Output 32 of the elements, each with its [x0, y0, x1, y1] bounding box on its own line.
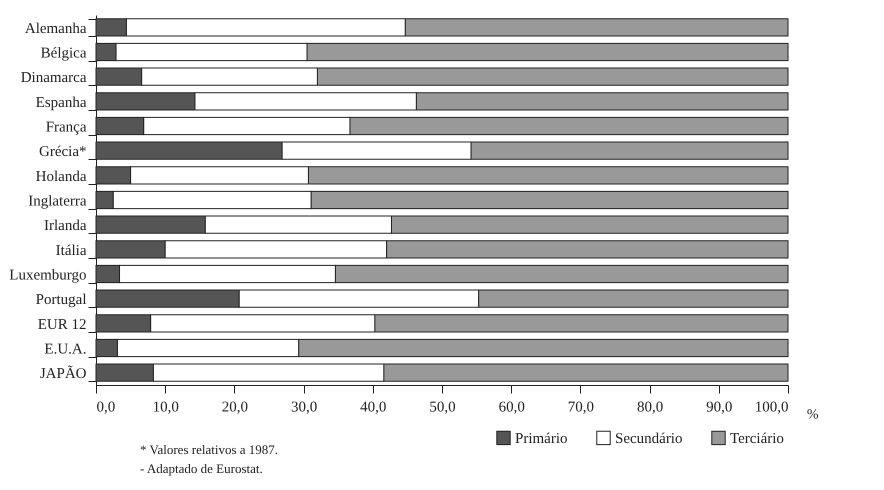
y-tick-label: França [46, 120, 87, 136]
x-tick-label: 80,0 [636, 400, 664, 416]
text: - Adaptado de Eurostat. [140, 460, 264, 478]
x-tick-label: 40,0 [360, 400, 386, 416]
x-tick-label: 50,0 [429, 400, 456, 416]
legend-label: Terciário [730, 430, 784, 447]
x-axis-title: % [806, 408, 819, 422]
y-tick-label: Irlanda [44, 218, 87, 234]
y-tick-label: E.U.A. [44, 342, 86, 358]
y-tick-label: Espanha [36, 94, 87, 111]
x-tick-label: 0,0 [96, 400, 116, 416]
x-tick-label: 20,0 [222, 400, 248, 416]
y-tick-label: Alemanha [24, 20, 87, 37]
y-tick-label: Itália [56, 242, 87, 259]
text: * Valores relativos a 1987. [140, 441, 278, 459]
y-tick-label: Inglaterra [28, 194, 87, 210]
y-tick-label: Dinamarca [20, 70, 87, 86]
y-tick-label: EUR 12 [38, 316, 86, 333]
x-tick-label: 70,0 [568, 400, 594, 416]
x-tick-label: 30,0 [290, 400, 318, 416]
x-tick-label: 10,0 [152, 400, 179, 416]
y-tick-label: Bélgica [40, 46, 87, 62]
y-tick-label: Grécia* [39, 144, 86, 160]
x-tick-label: 90,0 [706, 400, 732, 416]
y-tick-label: Holanda [36, 168, 87, 185]
y-tick-label: JAPÃO [40, 365, 87, 382]
y-tick-label: Luxemburgo [9, 268, 86, 284]
legend-label: Secundário [615, 430, 682, 447]
y-tick-label: Portugal [36, 292, 86, 308]
legend-label: Primário [515, 430, 568, 447]
x-tick-label: 60,0 [498, 400, 525, 416]
x-tick-label: 100,0 [754, 400, 788, 416]
